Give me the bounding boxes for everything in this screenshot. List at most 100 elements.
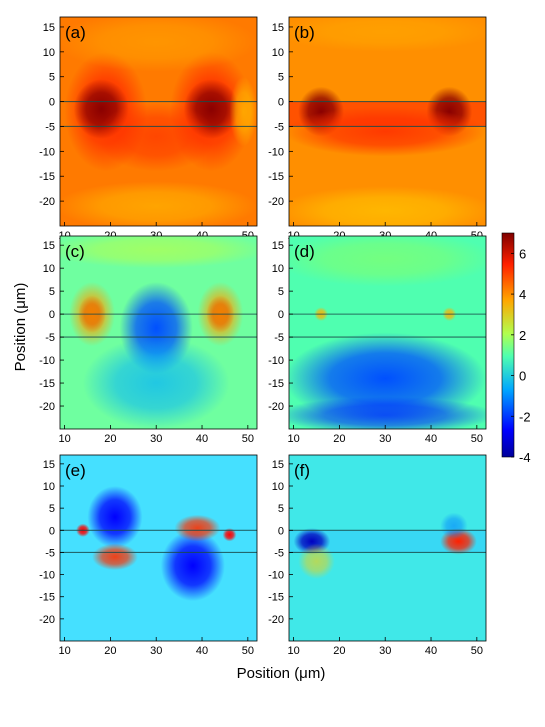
y-tick-label: -5	[45, 121, 55, 133]
y-tick-label: -15	[39, 592, 55, 604]
x-tick-label: 30	[150, 433, 162, 445]
colorbar-tick-label: 4	[519, 287, 526, 302]
panel-frame	[288, 454, 487, 642]
y-tick-label: -15	[268, 592, 284, 604]
field-feature	[174, 514, 221, 542]
panel-label: (b)	[294, 23, 315, 42]
y-tick-label: -10	[39, 570, 55, 582]
y-tick-label: -10	[39, 355, 55, 367]
field-feature	[289, 236, 486, 287]
colorbar: 6 4 2 0 -2 -4	[501, 232, 531, 465]
colorbar-tick-label: -2	[519, 409, 531, 424]
x-tick-label: 30	[379, 645, 391, 657]
x-axis-label: Position (μm)	[237, 665, 326, 682]
y-tick-label: -5	[274, 332, 284, 344]
field-feature	[60, 181, 257, 226]
x-tick-label: 50	[242, 433, 254, 445]
y-tick-label: 0	[49, 525, 55, 537]
heatmap-field	[289, 455, 486, 641]
x-tick-label: 10	[58, 645, 70, 657]
y-tick-label: 5	[278, 286, 284, 298]
heatmap-field	[60, 17, 257, 226]
field-feature	[289, 186, 486, 226]
y-tick-label: 5	[49, 286, 55, 298]
y-tick-label: 0	[278, 525, 284, 537]
field-feature	[222, 528, 237, 542]
x-tick-label: 40	[425, 645, 437, 657]
x-tick-label: 30	[150, 645, 162, 657]
panel-frame	[59, 454, 258, 642]
panel-frame	[288, 16, 487, 227]
panel-frame	[288, 235, 487, 430]
y-tick-label: -5	[45, 332, 55, 344]
field-band	[289, 530, 486, 553]
field-feature	[60, 17, 257, 72]
field-feature	[160, 530, 225, 602]
colorbar-tick-label: 6	[519, 246, 526, 261]
y-tick-label: -10	[268, 146, 284, 158]
colorbar-scale	[501, 232, 515, 458]
x-tick-label: 10	[287, 433, 299, 445]
panel-label: (d)	[294, 242, 315, 261]
y-tick-label: -20	[39, 614, 55, 626]
y-tick-label: 5	[278, 72, 284, 84]
y-tick-label: -20	[39, 196, 55, 208]
field-feature	[298, 543, 335, 579]
panel-frame	[59, 235, 258, 430]
field-feature	[229, 76, 257, 147]
x-tick-label: 40	[196, 645, 208, 657]
field-feature	[82, 337, 230, 429]
heatmap-field	[60, 455, 257, 641]
y-tick-label: -15	[39, 378, 55, 390]
x-tick-label: 40	[425, 433, 437, 445]
y-tick-label: 15	[272, 240, 284, 252]
colorbar-tick-label: -4	[519, 450, 531, 465]
y-tick-label: -20	[268, 614, 284, 626]
y-tick-label: -10	[39, 146, 55, 158]
y-tick-label: -5	[274, 547, 284, 559]
x-tick-label: 50	[471, 645, 483, 657]
panel-label: (f)	[294, 461, 310, 480]
x-tick-label: 50	[242, 645, 254, 657]
x-tick-label: 10	[287, 645, 299, 657]
y-tick-label: -15	[268, 378, 284, 390]
x-tick-label: 30	[379, 433, 391, 445]
y-tick-label: -10	[268, 570, 284, 582]
field-feature	[60, 236, 257, 269]
y-tick-label: 0	[49, 97, 55, 109]
y-tick-label: -5	[45, 547, 55, 559]
panel-label: (e)	[65, 461, 86, 480]
y-tick-label: 10	[43, 481, 55, 493]
heatmap-field	[289, 17, 486, 226]
x-tick-label: 20	[104, 645, 116, 657]
y-axis-label: Position (μm)	[12, 283, 29, 372]
heatmap-field	[60, 236, 257, 429]
field-feature	[440, 512, 468, 540]
y-tick-label: -15	[268, 171, 284, 183]
field-feature	[87, 486, 143, 548]
colorbar-tick-label: 0	[519, 369, 526, 384]
field-feature	[92, 543, 138, 571]
y-tick-label: 10	[43, 47, 55, 59]
panel-frame	[59, 16, 258, 227]
field-feature	[96, 101, 216, 172]
y-tick-label: -20	[39, 401, 55, 413]
y-tick-label: -15	[39, 171, 55, 183]
y-tick-label: 5	[278, 503, 284, 515]
panel-label: (c)	[65, 242, 85, 261]
y-tick-label: -20	[268, 401, 284, 413]
field-feature	[289, 17, 486, 52]
y-tick-label: 10	[272, 481, 284, 493]
y-tick-label: 10	[43, 263, 55, 275]
y-tick-label: 5	[49, 503, 55, 515]
y-tick-label: 15	[43, 240, 55, 252]
y-tick-label: 0	[278, 97, 284, 109]
panels: 1020304050151050-5-10-15-20(a)1020304050…	[39, 16, 487, 657]
y-tick-label: 15	[43, 22, 55, 34]
